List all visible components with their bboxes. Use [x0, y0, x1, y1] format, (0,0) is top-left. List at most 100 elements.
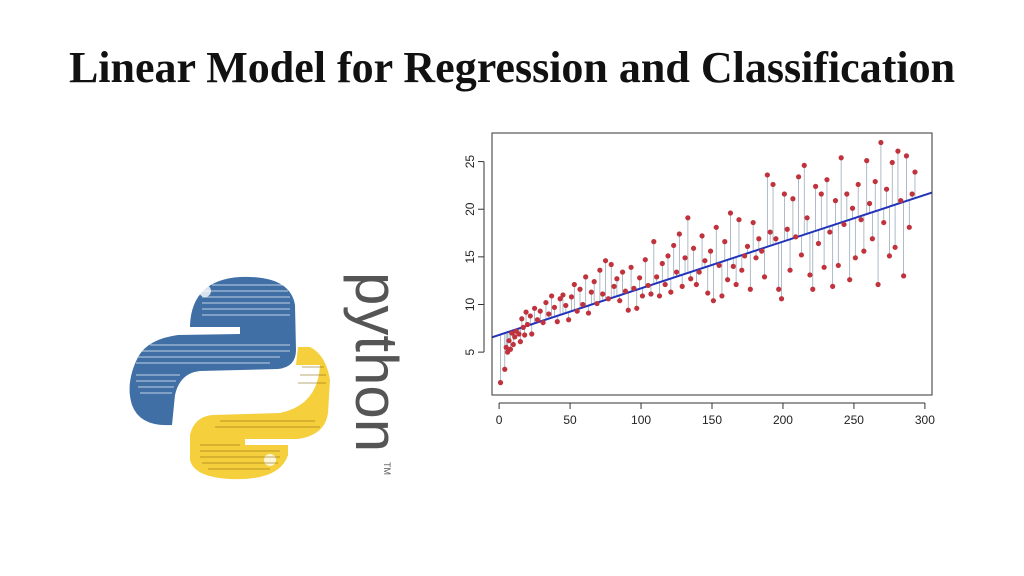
data-point: [753, 255, 759, 261]
data-point: [801, 162, 807, 168]
y-tick-label: 25: [463, 155, 477, 169]
residual-lines: [500, 142, 916, 383]
data-point: [591, 279, 597, 285]
data-point: [872, 178, 878, 185]
slide-title: Linear Model for Regression and Classifi…: [68, 43, 956, 92]
data-point: [519, 316, 525, 322]
data-point: [605, 296, 611, 302]
data-point: [764, 172, 770, 178]
data-point: [600, 291, 606, 297]
data-point: [719, 293, 725, 299]
data-point: [810, 286, 816, 292]
data-point: [838, 155, 844, 161]
data-point: [507, 346, 514, 352]
data-point: [693, 281, 699, 288]
data-point: [739, 267, 745, 273]
data-point: [722, 239, 728, 245]
data-point: [742, 253, 748, 259]
data-point: [639, 293, 646, 299]
data-point: [841, 221, 847, 228]
data-point: [520, 324, 526, 330]
data-point: [554, 319, 560, 325]
data-point: [642, 257, 648, 263]
data-point: [849, 205, 856, 211]
data-point: [901, 273, 907, 279]
python-wordmark-text: python: [343, 272, 410, 452]
data-point: [702, 258, 708, 264]
data-point: [813, 183, 819, 189]
chart-svg: 0 50 100 150 200 250 300 5 10 15 20 25: [463, 132, 935, 427]
data-point: [611, 283, 617, 289]
y-tick-label: 10: [463, 297, 477, 311]
data-point: [727, 210, 734, 216]
y-tick-label: 5: [463, 348, 477, 355]
data-point: [574, 308, 580, 314]
data-point: [909, 191, 915, 197]
data-point: [509, 330, 515, 336]
python-wordmark: python: [338, 272, 418, 462]
python-logo-icon: [129, 276, 330, 480]
data-point: [543, 299, 549, 306]
data-point: [512, 334, 518, 340]
data-point: [804, 215, 810, 221]
data-point: [861, 248, 867, 254]
data-point: [770, 181, 776, 188]
data-point: [912, 169, 918, 175]
data-point: [807, 272, 813, 278]
fit-line: [491, 191, 933, 339]
fit-line-group: [491, 191, 933, 339]
data-point: [889, 159, 895, 166]
data-point: [679, 283, 685, 289]
data-point: [549, 293, 555, 299]
data-point: [725, 277, 731, 283]
data-point: [648, 291, 654, 297]
data-point: [830, 283, 836, 289]
scatter-chart: 0 50 100 150 200 250 300 5 10 15 20 25: [455, 130, 945, 435]
data-point: [510, 341, 516, 348]
data-point: [832, 198, 839, 204]
data-point: [881, 219, 887, 226]
data-point: [527, 313, 533, 319]
data-point: [665, 253, 671, 259]
data-point: [546, 311, 552, 317]
data-point: [710, 298, 717, 304]
data-point: [852, 255, 858, 261]
data-point: [580, 301, 586, 308]
x-tick-label: 150: [702, 413, 722, 427]
data-point: [537, 308, 543, 314]
data-point: [892, 244, 898, 250]
data-point: [631, 285, 637, 291]
data-point: [744, 243, 751, 249]
data-point: [551, 304, 558, 310]
data-point: [906, 224, 912, 230]
data-point: [682, 255, 688, 261]
data-point: [531, 305, 538, 311]
data-point: [614, 276, 620, 282]
data-point: [895, 148, 901, 154]
data-point: [690, 245, 697, 251]
data-point: [847, 277, 853, 283]
data-point: [676, 231, 682, 237]
data-point: [793, 234, 799, 240]
data-point: [778, 296, 785, 302]
data-point: [688, 276, 694, 282]
x-tick-label: 100: [631, 413, 651, 427]
data-point: [747, 286, 753, 292]
data-point: [594, 300, 600, 307]
data-point: [625, 307, 631, 313]
data-point: [588, 289, 594, 295]
data-point: [619, 269, 626, 275]
data-point: [821, 264, 827, 270]
data-point: [767, 229, 773, 235]
data-point: [585, 310, 592, 316]
data-point: [835, 262, 841, 269]
data-point: [716, 262, 722, 269]
logo-yellow-shape: [190, 347, 330, 480]
data-point: [759, 248, 765, 254]
x-tick-label: 0: [496, 413, 503, 427]
data-point: [662, 281, 668, 288]
data-point: [602, 258, 609, 264]
data-point: [756, 236, 762, 242]
data-point: [713, 224, 719, 230]
x-tick-label: 50: [563, 413, 577, 427]
